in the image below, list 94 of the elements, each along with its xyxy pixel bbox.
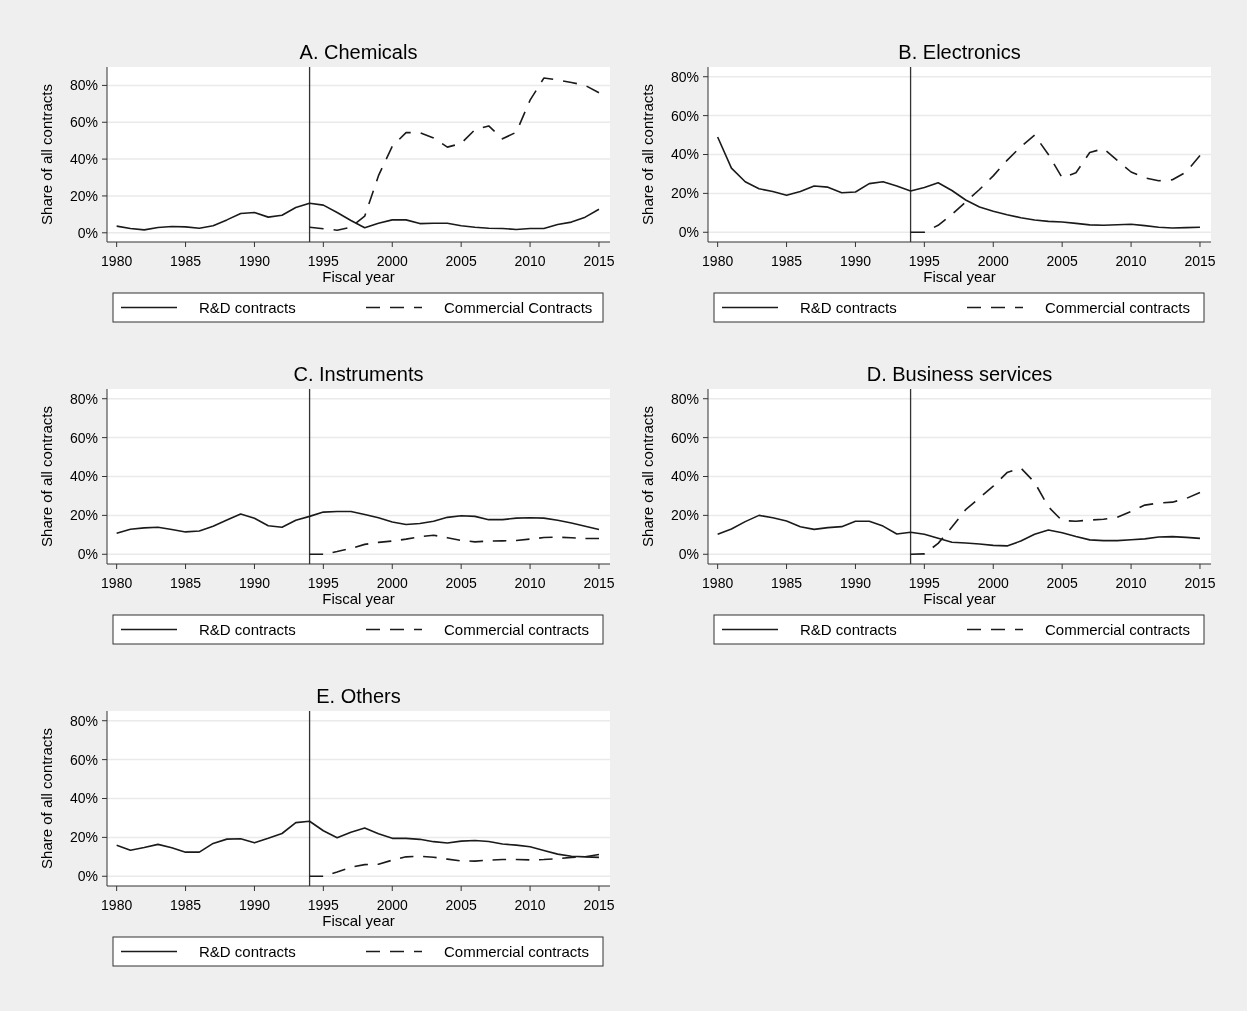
y-tick-label: 80% xyxy=(670,390,699,407)
y-tick-label: 40% xyxy=(69,790,98,807)
x-tick-label: 2015 xyxy=(583,253,615,269)
x-tick-label: 1980 xyxy=(702,253,734,269)
x-tick-label: 2010 xyxy=(1115,253,1147,269)
x-tick-label: 1980 xyxy=(702,575,734,591)
x-tick-label: 2000 xyxy=(376,897,409,913)
x-tick-label: 2000 xyxy=(376,253,409,269)
x-tick-label: 1985 xyxy=(169,897,202,913)
x-tick-label: 1980 xyxy=(101,575,133,591)
legend-label: Commercial contracts xyxy=(1045,298,1191,316)
legend-label: R&D contracts xyxy=(800,298,897,316)
legend-label: R&D contracts xyxy=(199,298,296,316)
x-axis-title: Fiscal year xyxy=(322,912,395,929)
x-tick-label: 1990 xyxy=(839,253,872,269)
y-tick-label: 20% xyxy=(69,187,98,204)
y-tick-label: 40% xyxy=(670,146,699,163)
y-tick-label: 60% xyxy=(670,107,699,124)
y-tick-label: 20% xyxy=(670,507,699,524)
x-tick-label: 2005 xyxy=(445,897,477,913)
x-tick-label: 2015 xyxy=(583,575,615,591)
y-tick-label: 60% xyxy=(69,114,98,131)
y-tick-label: 60% xyxy=(69,429,98,446)
y-tick-label: 20% xyxy=(670,185,699,202)
x-tick-label: 1990 xyxy=(839,575,872,591)
x-tick-label: 2005 xyxy=(445,575,477,591)
x-tick-label: 2005 xyxy=(1046,575,1078,591)
x-tick-label: 2005 xyxy=(445,253,477,269)
x-tick-label: 1990 xyxy=(238,575,271,591)
x-tick-label: 1980 xyxy=(101,897,133,913)
legend-label: Commercial contracts xyxy=(444,942,590,960)
line-series xyxy=(909,134,1201,234)
x-axis-title: Fiscal year xyxy=(923,268,996,285)
x-tick-label: 2015 xyxy=(583,897,615,913)
x-tick-label: 1995 xyxy=(908,575,941,591)
x-axis-title: Fiscal year xyxy=(322,268,395,285)
x-tick-label: 1985 xyxy=(770,575,803,591)
x-tick-label: 1995 xyxy=(908,253,941,269)
y-tick-label: 0% xyxy=(678,224,699,241)
y-tick-label: 40% xyxy=(670,468,699,485)
chart-title: D. Business services xyxy=(866,363,1053,385)
x-tick-label: 2000 xyxy=(977,575,1010,591)
legend-label: Commercial Contracts xyxy=(444,298,593,316)
x-tick-label: 2000 xyxy=(977,253,1010,269)
legend-label: R&D contracts xyxy=(199,942,296,960)
x-tick-label: 2010 xyxy=(514,253,546,269)
x-tick-label: 1995 xyxy=(307,575,340,591)
x-tick-label: 2015 xyxy=(1184,253,1216,269)
y-tick-label: 0% xyxy=(77,546,98,563)
legend-label: Commercial contracts xyxy=(1045,620,1191,638)
y-tick-label: 80% xyxy=(670,68,699,85)
y-axis-title: Share of all contracts xyxy=(639,84,656,225)
legend-label: Commercial contracts xyxy=(444,620,590,638)
legend-label: R&D contracts xyxy=(800,620,897,638)
line-series xyxy=(115,510,600,535)
x-tick-label: 2010 xyxy=(514,575,546,591)
y-tick-label: 20% xyxy=(69,507,98,524)
y-tick-label: 0% xyxy=(77,868,98,885)
y-tick-label: 60% xyxy=(670,429,699,446)
x-tick-label: 1980 xyxy=(101,253,133,269)
x-tick-label: 2005 xyxy=(1046,253,1078,269)
chart-title: B. Electronics xyxy=(898,41,1021,63)
x-tick-label: 2000 xyxy=(376,575,409,591)
x-tick-label: 1995 xyxy=(307,253,340,269)
y-axis-title: Share of all contracts xyxy=(38,84,55,225)
y-axis-title: Share of all contracts xyxy=(639,406,656,547)
x-tick-label: 2015 xyxy=(1184,575,1216,591)
x-tick-label: 2010 xyxy=(1115,575,1147,591)
chart-title: E. Others xyxy=(316,685,401,707)
x-tick-label: 1990 xyxy=(238,897,271,913)
x-axis-title: Fiscal year xyxy=(322,590,395,607)
line-series xyxy=(716,136,1201,229)
y-tick-label: 0% xyxy=(77,224,98,241)
chart-title: C. Instruments xyxy=(293,363,424,385)
y-tick-label: 20% xyxy=(69,829,98,846)
y-tick-label: 0% xyxy=(678,546,699,563)
y-tick-label: 80% xyxy=(69,712,98,729)
legend-label: R&D contracts xyxy=(199,620,296,638)
y-tick-label: 60% xyxy=(69,751,98,768)
line-series xyxy=(308,534,600,556)
y-tick-label: 40% xyxy=(69,151,98,168)
y-tick-label: 40% xyxy=(69,468,98,485)
x-tick-label: 1985 xyxy=(169,253,202,269)
x-tick-label: 1985 xyxy=(169,575,202,591)
x-tick-label: 1995 xyxy=(307,897,340,913)
y-tick-label: 80% xyxy=(69,390,98,407)
x-tick-label: 1985 xyxy=(770,253,803,269)
x-tick-label: 2010 xyxy=(514,897,546,913)
chart-title: A. Chemicals xyxy=(299,41,418,63)
y-tick-label: 80% xyxy=(69,77,98,94)
x-tick-label: 1990 xyxy=(238,253,271,269)
y-axis-title: Share of all contracts xyxy=(38,728,55,869)
x-axis-title: Fiscal year xyxy=(923,590,996,607)
y-axis-title: Share of all contracts xyxy=(38,406,55,547)
